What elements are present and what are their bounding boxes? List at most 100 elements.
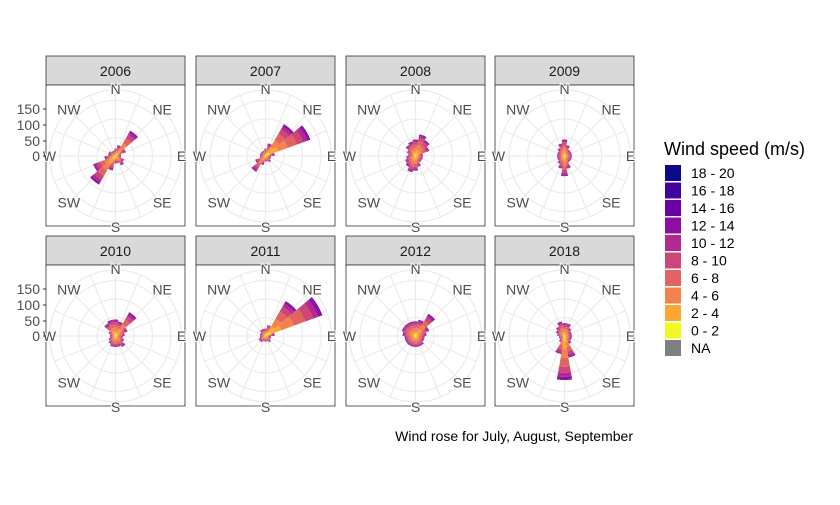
direction-label: S [111,219,120,235]
wind-wedge [414,345,418,346]
direction-label: W [343,328,357,344]
direction-label: S [411,219,420,235]
wind-wedge [115,151,117,153]
direction-label: N [410,81,420,97]
wind-wedge [558,366,571,373]
direction-label: SE [303,195,322,211]
legend-swatch [665,288,681,304]
wind-wedge [264,329,266,330]
wind-wedge [264,330,266,331]
legend-swatch [665,340,681,356]
radial-tick-label: 100 [17,297,41,313]
direction-label: SW [358,375,381,391]
legend-swatch [665,218,681,234]
wind-wedge [265,331,267,333]
direction-label: NW [357,101,381,117]
wind-wedge [114,161,116,162]
direction-label: N [410,261,420,277]
legend-label: 14 - 16 [691,200,735,216]
wind-wedge [265,341,267,342]
wind-wedge [114,149,116,150]
wind-wedge [563,327,566,330]
radial-tick-label: 150 [17,281,41,297]
wind-wedge [559,358,570,367]
legend-label: 12 - 14 [691,218,735,234]
direction-label: N [260,261,270,277]
wind-wedge [113,322,118,324]
wind-wedge [562,141,567,143]
wind-wedge [265,340,267,341]
direction-label: NE [601,101,620,117]
facet-strip-label: 2018 [549,243,580,259]
direction-label: NW [506,101,530,117]
wind-wedge [413,144,417,147]
legend-swatch [665,305,681,321]
direction-label: N [110,261,120,277]
direction-label: SE [153,195,172,211]
legend-label: 16 - 18 [691,183,735,199]
wind-wedge [414,341,417,343]
legend-label: 6 - 8 [691,270,719,286]
direction-label: SW [208,195,231,211]
wind-wedge [265,339,266,340]
radial-tick-label: 100 [17,117,41,133]
direction-label: NE [601,281,620,297]
direction-label: W [193,328,207,344]
wind-wedge [413,141,418,143]
facet-strip-label: 2011 [250,243,280,259]
radial-tick-label: 50 [24,313,40,329]
facet-strip-label: 2009 [549,63,580,79]
wind-wedge [265,161,267,162]
legend-label: 10 - 12 [691,235,735,251]
wind-wedge [265,159,266,160]
facet-strip-label: 2008 [400,63,431,79]
direction-label: E [177,328,186,344]
wind-wedge [563,325,567,327]
legend-label: NA [691,340,711,356]
direction-label: S [111,399,120,415]
direction-label: S [560,399,569,415]
direction-label: SW [507,195,530,211]
radial-tick-label: 150 [17,101,41,117]
direction-label: E [477,148,486,164]
direction-label: S [261,399,270,415]
direction-label: SW [58,375,81,391]
wind-wedge [562,166,567,170]
legend-label: 18 - 20 [691,165,735,181]
wind-wedge [414,326,418,329]
direction-label: N [260,81,270,97]
legend-title: Wind speed (m/s) [664,139,805,159]
wind-wedge [113,321,118,323]
direction-label: E [177,148,186,164]
direction-label: SE [303,375,322,391]
legend-swatch [665,235,681,251]
direction-label: NE [452,281,471,297]
wind-wedge [114,162,116,163]
direction-label: N [559,81,569,97]
direction-label: W [492,148,506,164]
wind-wedge [561,173,568,175]
wind-wedge [265,151,267,153]
facet-panels: 2006NNEESESSWWNW1501005002007NNEESESSWWN… [17,56,636,415]
direction-label: NW [57,281,81,297]
wind-wedge [562,170,568,173]
wind-wedge [114,344,117,346]
direction-label: SE [453,375,472,391]
direction-label: S [411,399,420,415]
direction-label: N [559,261,569,277]
facet-strip-label: 2012 [400,243,431,259]
radial-tick-label: 0 [32,148,40,164]
direction-label: NW [506,281,530,297]
direction-label: NE [152,281,171,297]
direction-label: S [261,219,270,235]
facet-strip-label: 2007 [250,63,281,79]
wind-wedge [562,142,567,144]
direction-label: W [492,328,506,344]
direction-label: SW [208,375,231,391]
